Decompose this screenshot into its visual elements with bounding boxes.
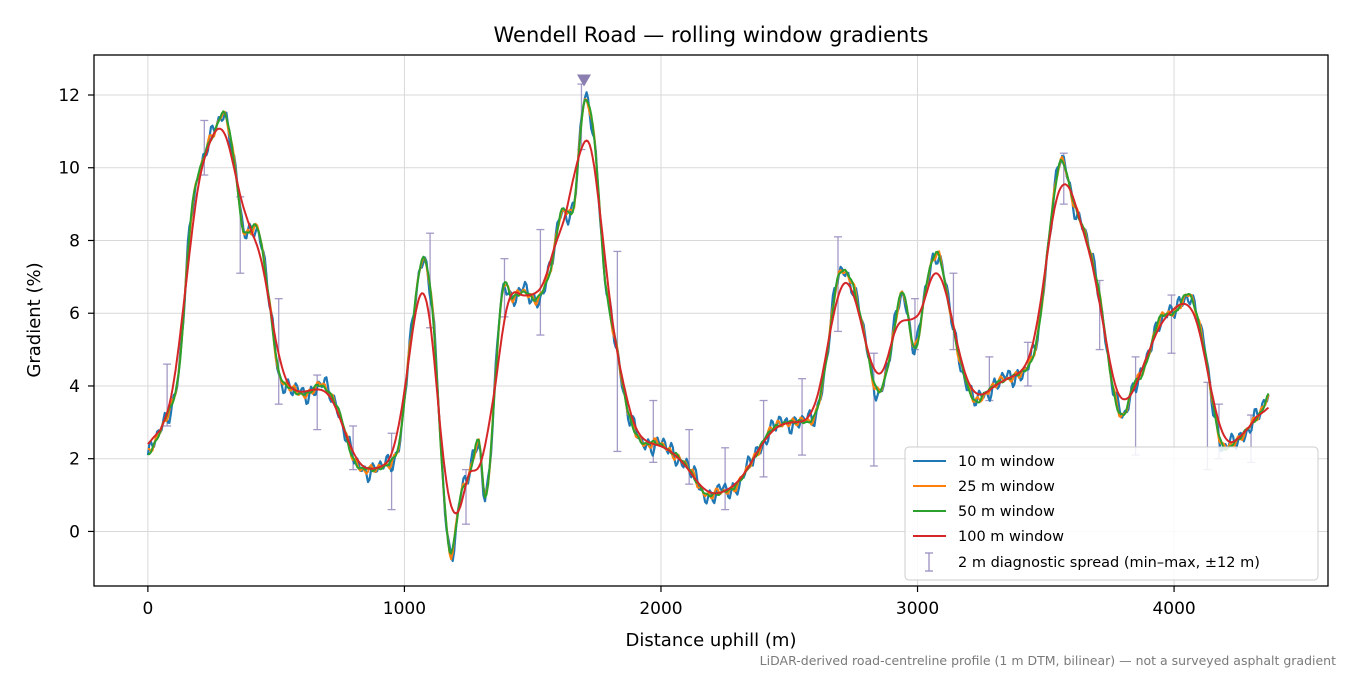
chart-title: Wendell Road — rolling window gradients — [494, 23, 929, 47]
y-tick-label: 4 — [69, 377, 80, 397]
legend-label-100m: 100 m window — [958, 529, 1064, 545]
y-tick-label: 6 — [69, 304, 80, 324]
y-tick-label: 0 — [69, 522, 80, 542]
series-lines — [146, 91, 1270, 563]
x-tick-label: 4000 — [1152, 599, 1195, 619]
y-axis-label: Gradient (%) — [24, 262, 45, 377]
spread-bar — [869, 352, 878, 467]
legend-label-50m: 50 m window — [958, 504, 1055, 520]
axis-ticks: 0 1000 2000 3000 4000 0 2 4 6 8 10 12 — [58, 86, 1195, 619]
x-tick-label: 3000 — [896, 599, 939, 619]
x-axis-label: Distance uphill (m) — [626, 630, 797, 651]
legend-label-spread: 2 m diagnostic spread (min–max, ±12 m) — [958, 555, 1260, 571]
x-tick-label: 1000 — [383, 599, 426, 619]
x-tick-label: 2000 — [639, 599, 682, 619]
spread-bar — [759, 399, 768, 478]
legend: 10 m window 25 m window 50 m window 100 … — [904, 446, 1319, 581]
y-tick-label: 12 — [58, 86, 80, 106]
spread-bar — [1167, 294, 1176, 354]
spread-bar — [721, 447, 730, 511]
legend-label-25m: 25 m window — [958, 479, 1055, 495]
legend-swatch-spread — [925, 552, 933, 572]
peak-marker-layer — [577, 74, 592, 87]
y-tick-label: 10 — [58, 159, 80, 179]
legend-box — [904, 446, 1319, 581]
legend-label-10m: 10 m window — [958, 454, 1055, 470]
peak-marker — [577, 74, 592, 87]
spread-bar — [536, 228, 545, 336]
spread-bar — [200, 119, 209, 176]
footnote: LiDAR-derived road-centreline profile (1… — [760, 653, 1336, 668]
y-tick-label: 8 — [69, 231, 80, 251]
y-tick-label: 2 — [69, 450, 80, 470]
series-line-100-m-window — [147, 127, 1270, 515]
plot-frame — [93, 54, 1329, 587]
x-tick-label: 0 — [142, 599, 153, 619]
